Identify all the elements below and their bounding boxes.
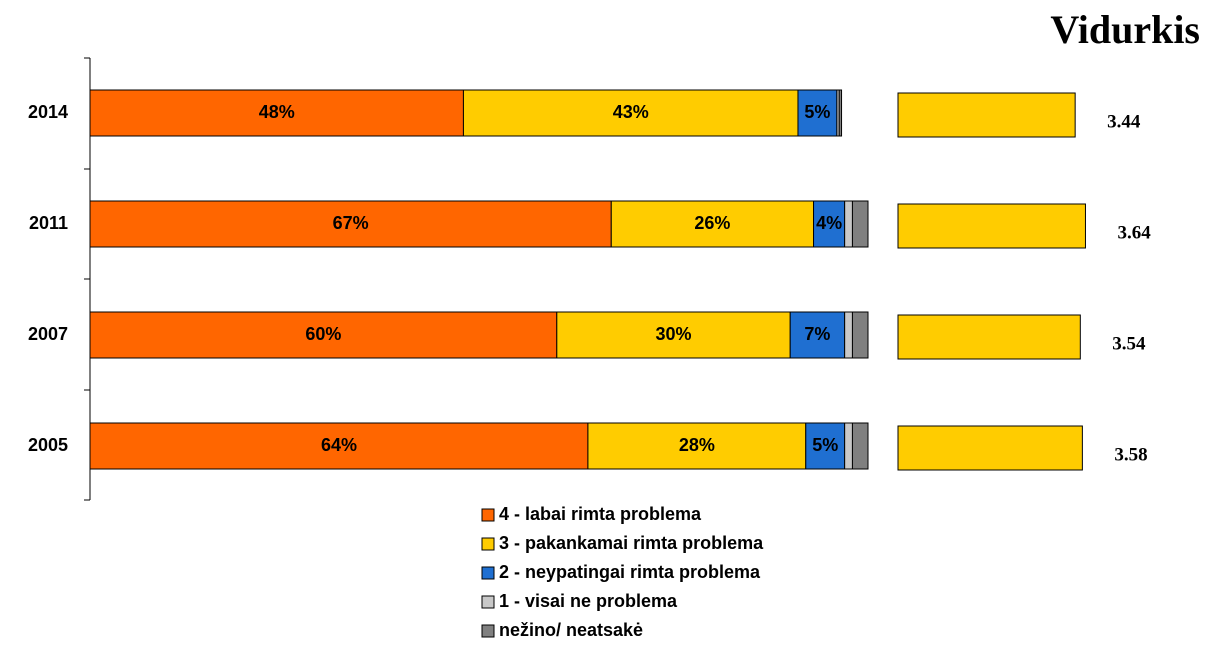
data-label: 4% [816, 213, 842, 233]
chart-title: Vidurkis [1050, 7, 1200, 52]
average-label: 3.44 [1107, 111, 1141, 132]
data-label: 67% [333, 213, 369, 233]
bar-segment [838, 89, 843, 137]
bar-segment [89, 422, 589, 470]
data-label: 60% [305, 324, 341, 344]
bar-segment [813, 200, 846, 248]
legend-swatch [481, 508, 495, 522]
data-label: 30% [655, 324, 691, 344]
average-label: 3.64 [1117, 222, 1151, 243]
bar-segment [851, 422, 869, 470]
average-bar [897, 314, 1081, 360]
y-tick-label: 2005 [28, 435, 68, 455]
data-label: 5% [804, 102, 830, 122]
data-label: 26% [694, 213, 730, 233]
bar-segment [610, 200, 815, 248]
bar-segment [844, 200, 853, 248]
bar-segment [89, 200, 612, 248]
average-bar [897, 425, 1083, 471]
bar-segment [587, 422, 807, 470]
legend-label: 3 - pakankamai rimta problema [499, 533, 764, 553]
legend-label: 4 - labai rimta problema [499, 504, 702, 524]
bar-segment [89, 311, 558, 359]
bar-segment [556, 311, 791, 359]
bar-segment [844, 311, 853, 359]
legend-swatch [481, 566, 495, 580]
average-label: 3.58 [1114, 444, 1147, 465]
bar-segment [805, 422, 846, 470]
bar-segment [844, 422, 853, 470]
legend-label: 1 - visai ne problema [499, 591, 678, 611]
data-label: 7% [804, 324, 830, 344]
y-tick-label: 2014 [28, 102, 68, 122]
legend-swatch [481, 595, 495, 609]
legend-label: nežino/ neatsakė [499, 620, 643, 640]
data-label: 48% [259, 102, 295, 122]
average-label: 3.54 [1112, 333, 1146, 354]
category-axis [84, 57, 91, 501]
data-label: 43% [613, 102, 649, 122]
legend-swatch [481, 537, 495, 551]
y-tick-label: 2011 [29, 213, 68, 233]
average-bar [897, 92, 1076, 138]
y-tick-label: 2007 [28, 324, 68, 344]
bar-segment [89, 89, 464, 137]
data-label: 28% [679, 435, 715, 455]
bar-segment [851, 200, 869, 248]
data-label: 5% [812, 435, 838, 455]
bar-segment [851, 311, 869, 359]
data-label: 64% [321, 435, 357, 455]
legend-swatch [481, 624, 495, 638]
average-bar [897, 203, 1086, 249]
legend-label: 2 - neypatingai rimta problema [499, 562, 761, 582]
